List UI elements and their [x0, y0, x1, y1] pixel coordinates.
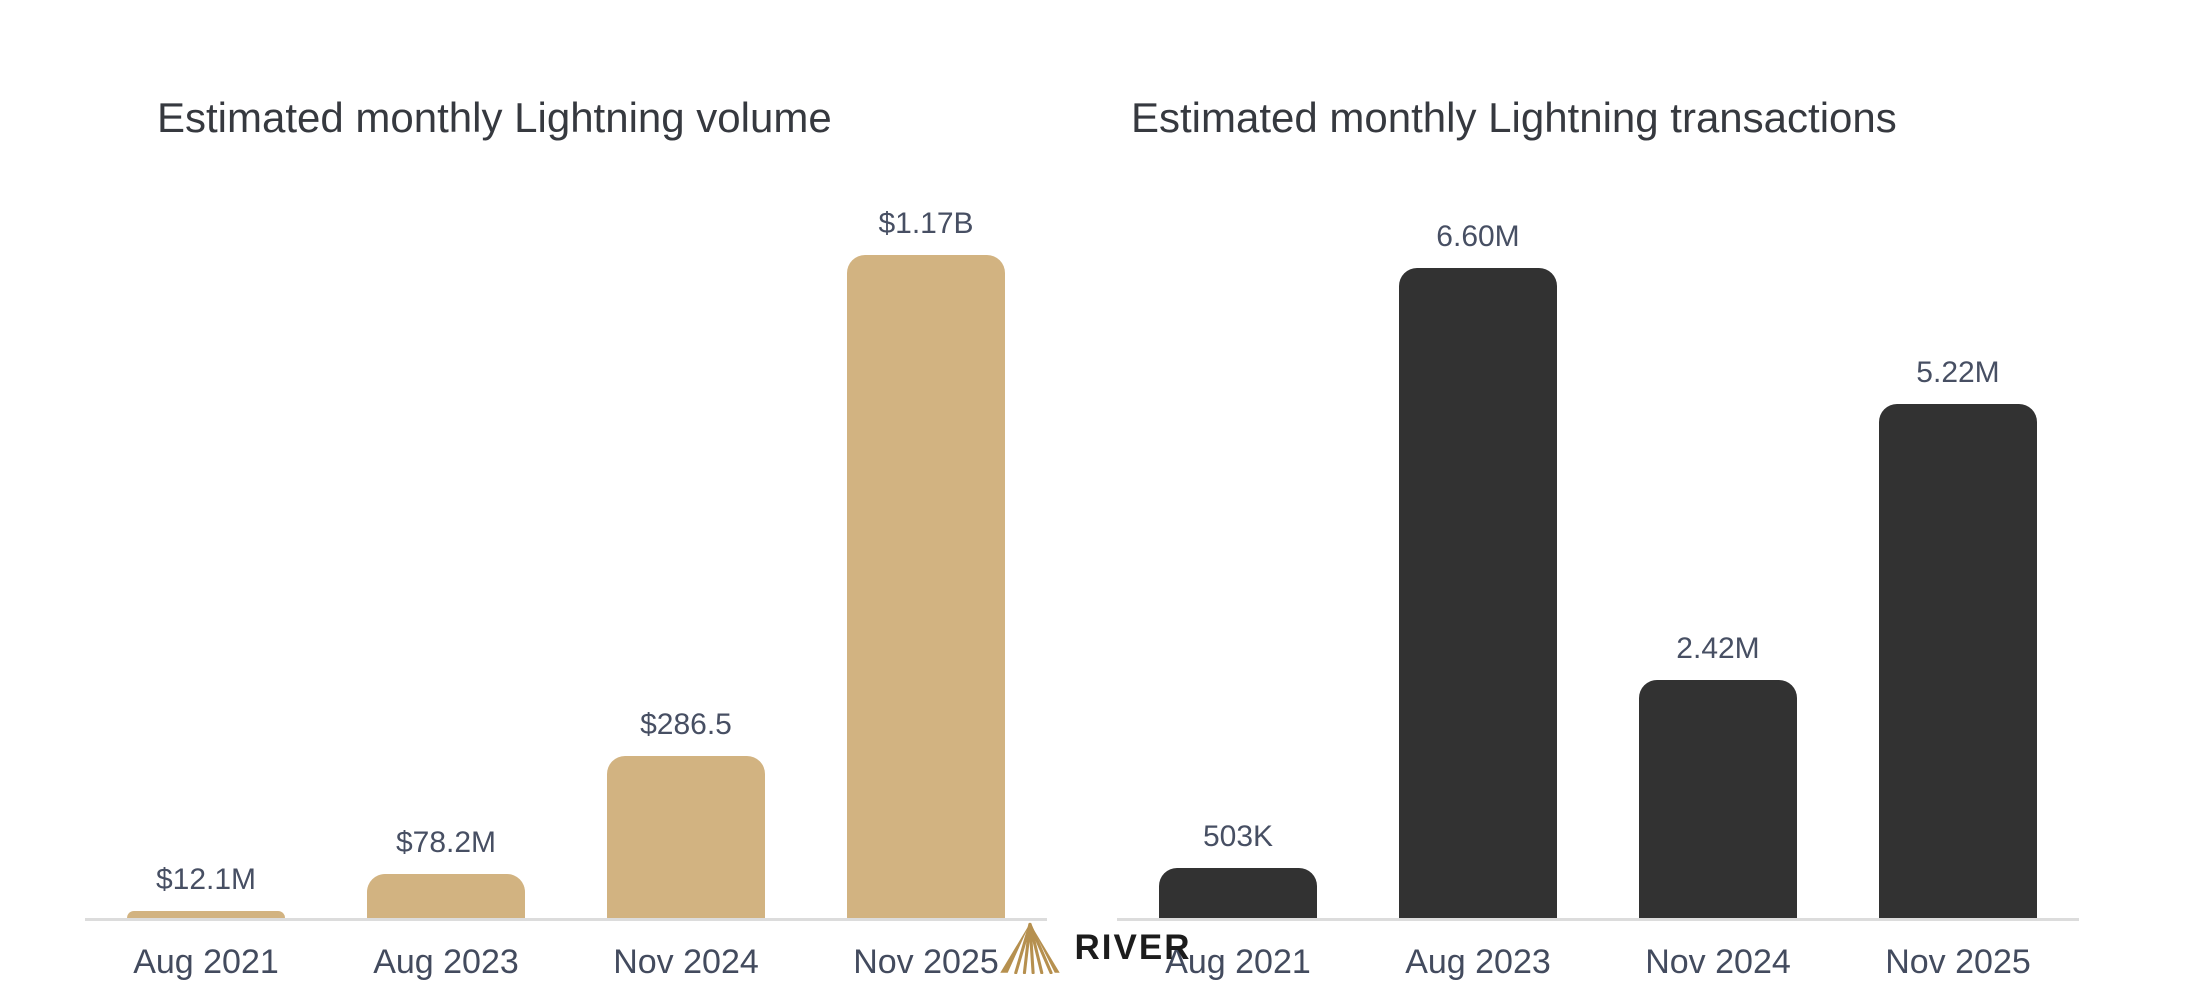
- bar-group-aug-2021: 503K: [1159, 818, 1317, 918]
- bar-group-nov-2025: $1.17B: [847, 205, 1005, 918]
- x-axis-label: Aug 2023: [1405, 942, 1551, 981]
- bar: [1159, 867, 1317, 918]
- x-axis-label: Aug 2021: [1165, 942, 1311, 981]
- chart-title-volume: Estimated monthly Lightning volume: [157, 93, 832, 141]
- bar-value-label: $78.2M: [395, 825, 497, 859]
- bar: [1639, 679, 1797, 918]
- bar: [127, 910, 285, 918]
- bar-value-label: $12.1M: [155, 862, 257, 896]
- bar-group-aug-2021: $12.1M: [127, 861, 285, 918]
- bar-value-label: 5.22M: [1916, 355, 2000, 389]
- bar: [1879, 403, 2037, 918]
- bar-value-label: 2.42M: [1676, 631, 1760, 665]
- x-axis-label: Nov 2024: [613, 942, 759, 981]
- x-axis-label: Nov 2025: [1885, 942, 2031, 981]
- x-axis-label: Nov 2024: [1645, 942, 1791, 981]
- plot-area-volume: $12.1M $78.2M $286.5 $1.17B: [85, 178, 1047, 921]
- bar-group-nov-2024: 2.42M: [1639, 630, 1797, 918]
- bar: [847, 254, 1005, 918]
- x-axis-label: Nov 2025: [853, 942, 999, 981]
- bar-group-aug-2023: 6.60M: [1399, 218, 1557, 918]
- bar: [607, 755, 765, 918]
- bar: [1399, 267, 1557, 918]
- bar-value-label: 503K: [1202, 819, 1274, 853]
- river-fan-icon: [999, 922, 1061, 974]
- x-axis-volume: Aug 2021 Aug 2023 Nov 2024 Nov 2025: [85, 943, 1047, 982]
- chart-title-transactions: Estimated monthly Lightning transactions: [1131, 93, 1897, 141]
- x-axis-label: Aug 2021: [133, 942, 279, 981]
- bar-value-label: $1.17B: [878, 206, 974, 240]
- bar-group-nov-2025: 5.22M: [1879, 354, 2037, 918]
- bar: [367, 873, 525, 918]
- chart-lightning-volume: Estimated monthly Lightning volume $12.1…: [85, 58, 1047, 982]
- x-axis-label: Aug 2023: [373, 942, 519, 981]
- bar-group-nov-2024: $286.5: [607, 706, 765, 918]
- chart-lightning-transactions: Estimated monthly Lightning transactions…: [1117, 58, 2079, 982]
- bar-value-label: $286.5: [640, 707, 732, 741]
- bar-value-label: 6.60M: [1436, 219, 1520, 253]
- footer-brand: RIVER: [0, 922, 2190, 974]
- bar-group-aug-2023: $78.2M: [367, 824, 525, 918]
- plot-area-transactions: 503K 6.60M 2.42M 5.22M: [1117, 178, 2079, 921]
- brand-wordmark: RIVER: [1074, 928, 1192, 967]
- x-axis-transactions: Aug 2021 Aug 2023 Nov 2024 Nov 2025: [1117, 943, 2079, 982]
